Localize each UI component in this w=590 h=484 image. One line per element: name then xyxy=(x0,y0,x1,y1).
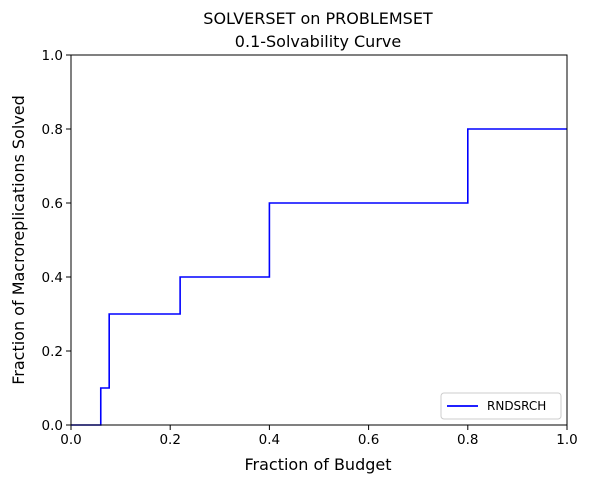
legend: RNDSRCH xyxy=(440,392,562,420)
series-line-rndsrch xyxy=(71,128,567,426)
x-tick-label: 0.8 xyxy=(457,432,478,448)
y-tick-label: 0.0 xyxy=(42,418,63,434)
legend-label-rndsrch: RNDSRCH xyxy=(487,399,546,413)
y-axis-ticks: 0.0 0.2 0.4 0.6 0.8 1.0 xyxy=(42,48,71,434)
series-layer xyxy=(71,128,567,426)
x-tick-label: 0.6 xyxy=(358,432,379,448)
y-tick-label: 0.2 xyxy=(42,344,63,360)
y-tick-label: 0.4 xyxy=(42,270,63,286)
x-tick-label: 0.4 xyxy=(259,432,280,448)
y-tick-label: 1.0 xyxy=(42,48,63,64)
x-tick-label: 0.0 xyxy=(60,432,81,448)
x-tick-label: 1.0 xyxy=(556,432,577,448)
plot-area-frame xyxy=(70,54,568,426)
legend-box xyxy=(440,392,562,420)
y-axis-label: Fraction of Macroreplications Solved xyxy=(9,95,28,385)
y-tick-label: 0.6 xyxy=(42,196,63,212)
y-tick-label: 0.8 xyxy=(42,122,63,138)
chart-title-line2: 0.1-Solvability Curve xyxy=(235,32,401,51)
x-tick-label: 0.2 xyxy=(159,432,180,448)
chart-title-line1: SOLVERSET on PROBLEMSET xyxy=(203,9,433,28)
x-axis-ticks: 0.0 0.2 0.4 0.6 0.8 1.0 xyxy=(60,425,578,448)
x-axis-label: Fraction of Budget xyxy=(244,455,391,474)
